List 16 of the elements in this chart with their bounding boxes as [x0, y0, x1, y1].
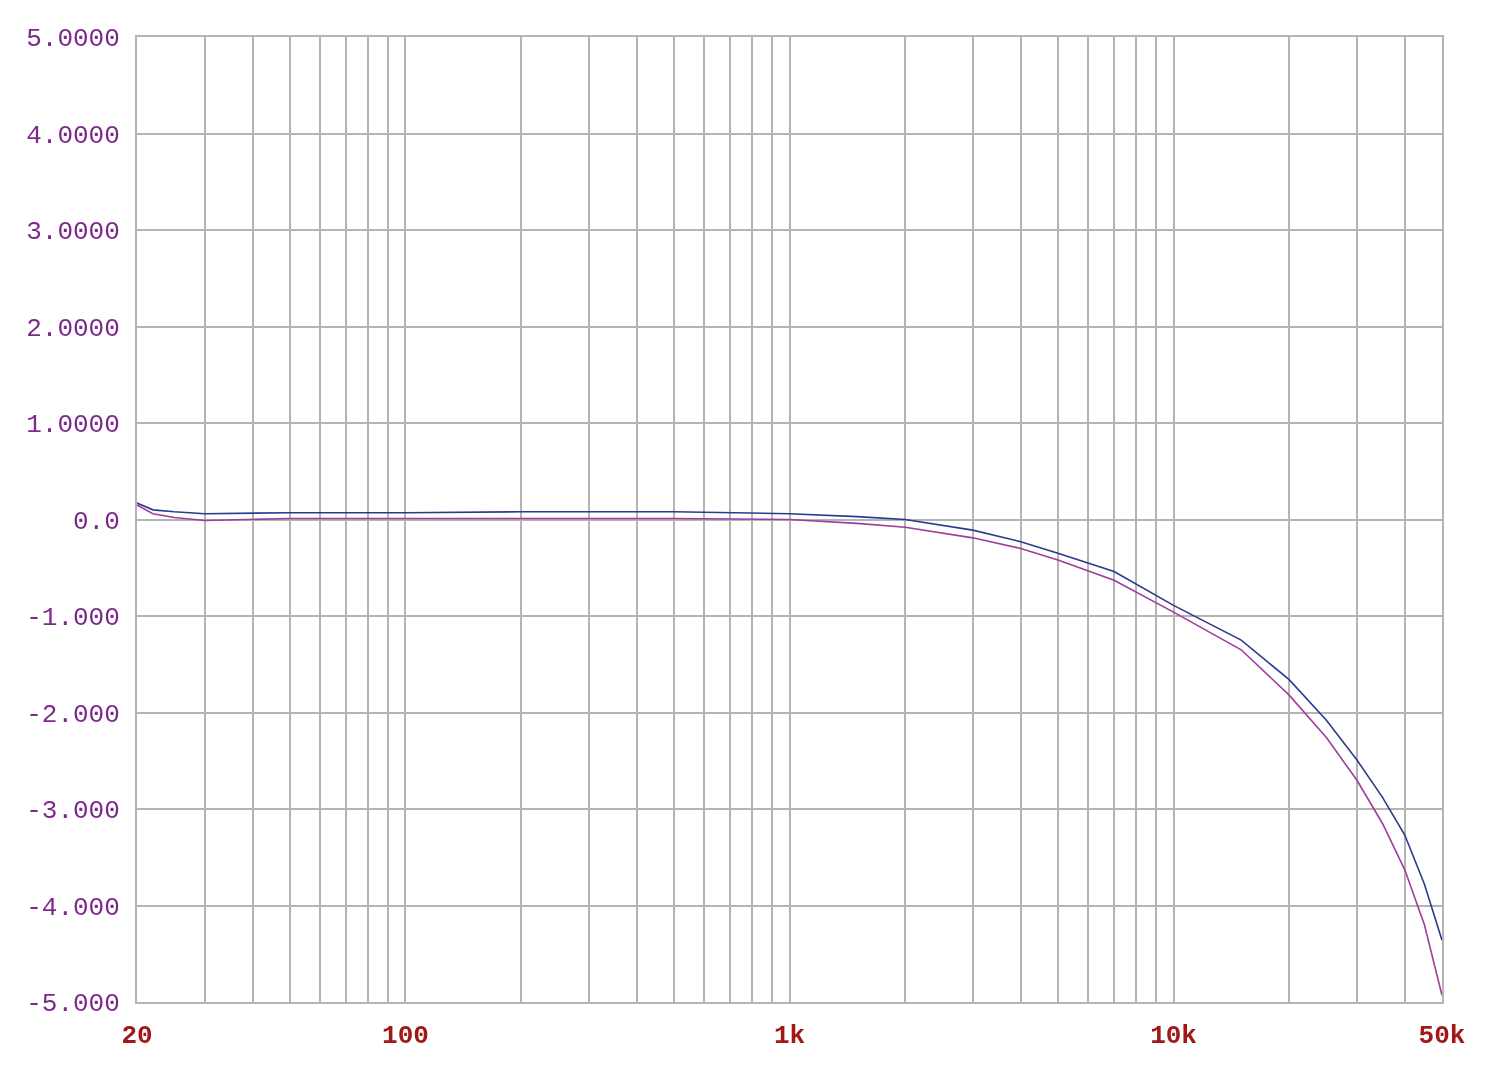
y-tick-label: -3.000 [26, 796, 120, 827]
y-tick-label: -4.000 [26, 892, 120, 923]
y-tick-label: 0.0 [72, 506, 120, 537]
y-tick-label: 2.0000 [26, 313, 120, 344]
y-tick-label: 3.0000 [26, 217, 120, 248]
x-tick-label: 20 [121, 1021, 153, 1052]
y-tick-label: -1.000 [26, 603, 120, 634]
y-tick-label: -2.000 [26, 699, 120, 730]
y-tick-label: 4.0000 [26, 120, 120, 151]
y-tick-label: -5.000 [26, 989, 120, 1020]
y-tick-label: 5.0000 [26, 24, 120, 55]
x-tick-label: 10k [1150, 1021, 1197, 1052]
y-tick-label: 1.0000 [26, 410, 120, 441]
x-tick-label: 100 [382, 1021, 429, 1052]
x-tick-label: 1k [773, 1021, 806, 1052]
x-tick-label: 50k [1418, 1021, 1466, 1052]
